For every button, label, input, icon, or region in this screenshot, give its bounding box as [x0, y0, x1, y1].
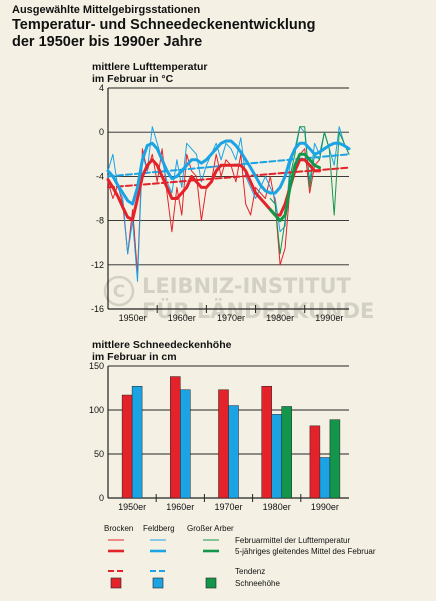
- snow-chart-title-line1: mittlere Schneedeckenhöhe: [92, 339, 232, 351]
- page-title-line1: Temperatur- und Schneedeckenentwicklung: [12, 17, 316, 33]
- snow-chart-title-line2: im Februar in cm: [92, 351, 177, 363]
- snow-bar-feldberg-1980er: [271, 414, 282, 499]
- temp-x-tick-label: 1950er: [119, 313, 147, 323]
- snow-bar-brocken-1950er: [121, 394, 133, 499]
- temp-y-tick-label: 4: [99, 83, 104, 93]
- snow-bar-grosser-arber-1990er: [329, 419, 341, 499]
- legend-label-moving-average: 5-jähriges gleitendes Mittel des Februar: [235, 547, 376, 556]
- temp-chart-title-line2: im Februar in °C: [92, 73, 174, 85]
- legend-label-monthly: Februarmittel der Lufttemperatur: [235, 536, 350, 545]
- legend-brocken-snow-swatch: [110, 577, 122, 589]
- copyright-glyph: C: [113, 282, 125, 302]
- snow-bar-brocken-1990er: [309, 425, 321, 499]
- snow-x-tick-label: 1970er: [214, 502, 242, 512]
- temp-series-brocken-monthly: [107, 148, 320, 275]
- snow-bars: [121, 376, 341, 499]
- temp-y-tick-label: -4: [96, 171, 104, 181]
- snow-bar-feldberg-1990er: [319, 457, 331, 499]
- temp-series-feldberg-monthly: [107, 126, 350, 282]
- snow-y-tick-label: 100: [89, 405, 104, 415]
- snow-chart: 0 50 100 150 1950er 1960er 1970er 1980er 1990er: [89, 361, 349, 512]
- temp-series-grosser-arber-monthly: [269, 126, 350, 255]
- legend-station-feldberg: Feldberg: [143, 524, 175, 533]
- copyright-icon: [103, 275, 135, 307]
- temp-y-tick-label: 0: [99, 127, 104, 137]
- temp-chart-title: mittlere Lufttemperatur im Februar in °C: [92, 61, 208, 85]
- temperature-x-axis: 1950er 1960er 1970er 1980er 1990er: [119, 313, 344, 323]
- watermark-line1: LEIBNIZ-INSTITUT: [142, 274, 352, 298]
- snow-bar-brocken-1970er: [218, 389, 229, 499]
- temp-series-brocken-trend: [107, 166, 350, 189]
- header-kicker: Ausgewählte Mittelgebirgsstationen: [12, 4, 201, 16]
- temperature-series: [106, 126, 351, 282]
- page-title-line2: der 1950er bis 1990er Jahre: [12, 34, 203, 50]
- temp-x-tick-label: 1960er: [168, 313, 196, 323]
- snow-bar-brocken-1980er: [261, 385, 272, 499]
- snow-x-tick-label: 1960er: [166, 502, 194, 512]
- snow-x-tick-label: 1980er: [263, 502, 291, 512]
- temperature-chart: 4 0 -4 -8 -12 -16 1950er 1960er 1970er 1980er 199…: [91, 83, 351, 323]
- temp-x-tick-label: 1990er: [315, 313, 343, 323]
- watermark: C LEIBNIZ-INSTITUT FÜR LÄNDERKUNDE: [103, 274, 374, 323]
- legend-station-arber: Großer Arber: [187, 524, 234, 533]
- temp-y-tick-label: -12: [91, 260, 104, 270]
- temp-series-feldberg-moving-average: [106, 139, 351, 206]
- page-title: Temperatur- und Schneedeckenentwicklung …: [12, 17, 316, 51]
- snow-bar-feldberg-1970er: [228, 405, 239, 499]
- snow-x-axis: 1950er 1960er 1970er 1980er 1990er: [118, 502, 339, 512]
- legend-station-brocken: Brocken: [104, 524, 133, 533]
- snow-chart-title: mittlere Schneedeckenhöhe im Februar in …: [92, 339, 231, 363]
- snow-bar-feldberg-1960er: [180, 389, 191, 499]
- temperature-y-axis: 4 0 -4 -8 -12 -16: [91, 83, 104, 314]
- snow-y-tick-label: 150: [89, 361, 104, 371]
- legend-label-trend: Tendenz: [235, 567, 265, 576]
- snow-y-tick-label: 50: [94, 449, 104, 459]
- temp-series-grosser-arber-moving-average: [268, 152, 321, 223]
- temperature-grid: [107, 87, 349, 313]
- snow-bar-grosser-arber-1980er: [281, 406, 292, 499]
- temp-x-tick-label: 1970er: [217, 313, 245, 323]
- temp-y-tick-label: -16: [91, 304, 104, 314]
- legend-feldberg-snow-swatch: [152, 577, 164, 589]
- snow-y-tick-label: 0: [99, 493, 104, 503]
- legend: Brocken Feldberg Großer Arber Februarmit…: [104, 524, 376, 589]
- legend-label-snow: Schneehöhe: [235, 579, 280, 588]
- temp-series-brocken-moving-average: [106, 158, 321, 221]
- snow-bar-feldberg-1950er: [131, 385, 143, 499]
- legend-arber-snow-swatch: [205, 577, 217, 589]
- snow-x-tick-label: 1950er: [118, 502, 146, 512]
- temp-x-tick-label: 1980er: [266, 313, 294, 323]
- watermark-line2: FÜR LÄNDERKUNDE: [142, 298, 374, 323]
- temp-chart-title-line1: mittlere Lufttemperatur: [92, 61, 208, 73]
- snow-y-axis: 0 50 100 150: [89, 361, 104, 503]
- snow-bar-brocken-1960er: [170, 376, 181, 499]
- snow-x-tick-label: 1990er: [311, 502, 339, 512]
- temp-y-tick-label: -8: [96, 216, 104, 226]
